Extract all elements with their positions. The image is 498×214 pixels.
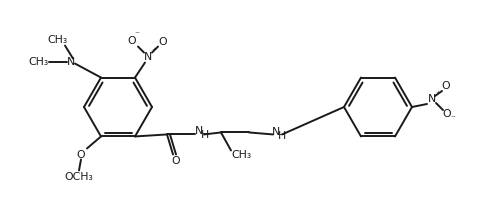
Text: N: N (67, 56, 75, 67)
Text: CH₃: CH₃ (47, 34, 67, 45)
Text: N: N (272, 128, 280, 137)
Text: ⁻: ⁻ (134, 30, 139, 39)
Text: O: O (159, 37, 167, 47)
Text: OCH₃: OCH₃ (65, 172, 94, 183)
Text: N: N (428, 94, 436, 104)
Text: O: O (442, 81, 450, 91)
Text: ⁻: ⁻ (451, 114, 456, 123)
Text: H: H (201, 131, 209, 140)
Text: ⁺: ⁺ (435, 89, 441, 98)
Text: CH₃: CH₃ (231, 150, 251, 160)
Text: O: O (443, 109, 451, 119)
Text: ⁺: ⁺ (151, 47, 156, 56)
Text: N: N (144, 52, 152, 62)
Text: N: N (195, 126, 203, 137)
Text: H: H (278, 131, 286, 141)
Text: O: O (77, 150, 85, 160)
Text: O: O (127, 36, 136, 46)
Text: O: O (172, 156, 180, 166)
Text: CH₃: CH₃ (28, 56, 48, 67)
